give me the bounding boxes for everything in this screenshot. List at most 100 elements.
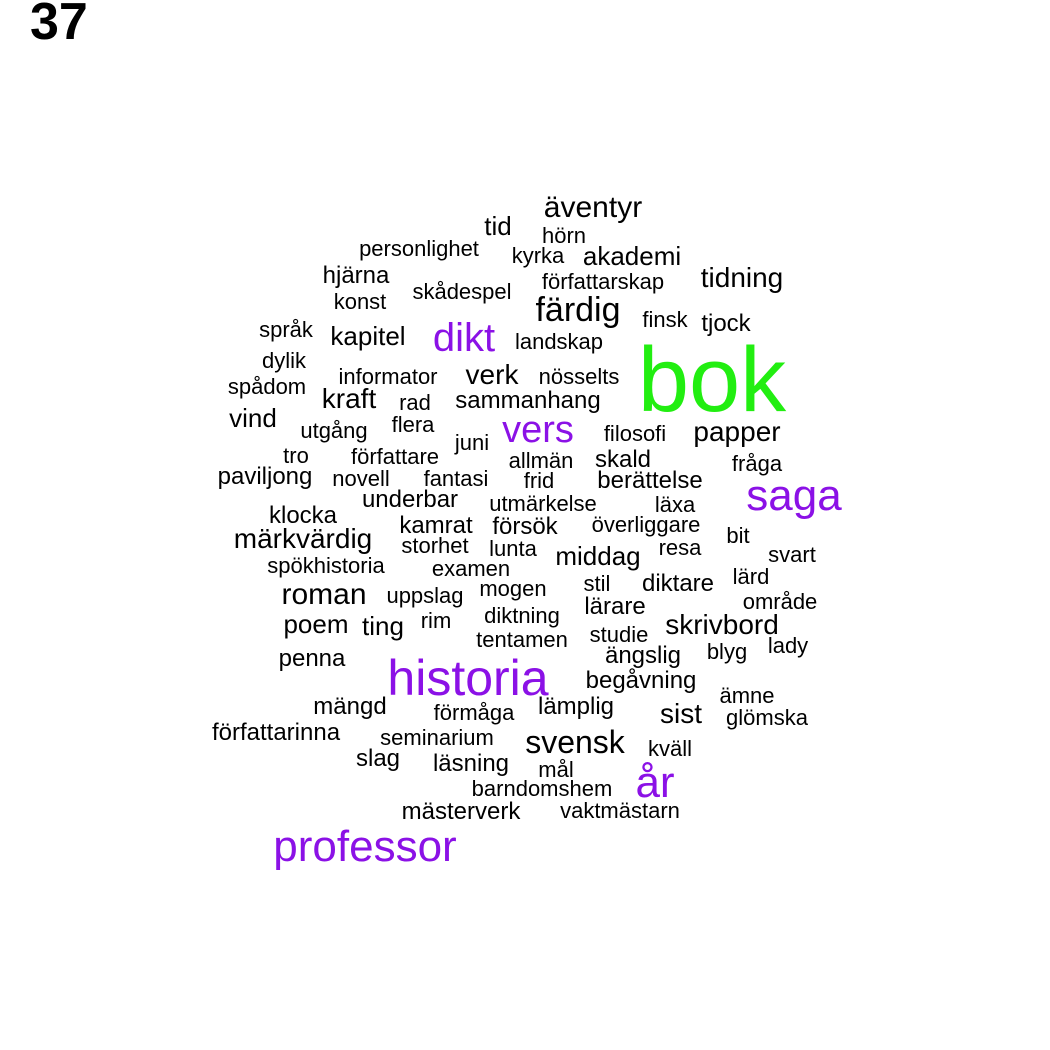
word-term: begåvning bbox=[585, 667, 697, 694]
word-term: penna bbox=[278, 645, 346, 672]
word-term: stil bbox=[583, 571, 611, 596]
word-term: frid bbox=[523, 468, 555, 493]
word-term: allmän bbox=[508, 448, 574, 473]
word-term: skald bbox=[594, 446, 652, 473]
word-term: fråga bbox=[731, 451, 783, 476]
word-term: fantasi bbox=[423, 466, 489, 491]
word-term: klocka bbox=[268, 502, 338, 529]
word-term: underbar bbox=[361, 486, 459, 513]
word-term: filosofi bbox=[603, 421, 667, 446]
word-term: äventyr bbox=[543, 191, 643, 224]
word-term: mogen bbox=[479, 576, 547, 601]
word-term: skådespel bbox=[412, 279, 512, 304]
word-term: landskap bbox=[514, 329, 604, 354]
word-term: finsk bbox=[642, 307, 688, 332]
word-term: diktare bbox=[641, 570, 715, 597]
word-term: middag bbox=[555, 541, 641, 571]
word-term: vind bbox=[229, 403, 277, 433]
word-term: lärd bbox=[732, 564, 770, 589]
word-term: studie bbox=[589, 622, 649, 647]
word-term: konst bbox=[333, 289, 387, 314]
word-term: lady bbox=[767, 633, 809, 658]
word-term: paviljong bbox=[217, 463, 313, 490]
word-term: svensk bbox=[525, 724, 625, 760]
word-term: kväll bbox=[647, 736, 693, 761]
word-term: ängslig bbox=[604, 642, 682, 669]
word-term: tentamen bbox=[476, 627, 568, 652]
word-term: läsning bbox=[432, 750, 510, 777]
word-term: papper bbox=[693, 416, 781, 447]
word-term: område bbox=[742, 589, 818, 614]
word-term: läxa bbox=[654, 492, 696, 517]
word-term: lämplig bbox=[537, 693, 615, 720]
word-term: hörn bbox=[541, 223, 587, 248]
word-secondary: vers bbox=[502, 409, 574, 451]
word-term: tid bbox=[484, 211, 512, 241]
word-term: akademi bbox=[582, 241, 682, 271]
word-term: blyg bbox=[706, 639, 748, 664]
word-term: vaktmästarn bbox=[560, 798, 680, 823]
word-term: kapitel bbox=[330, 321, 406, 351]
word-term: uppslag bbox=[386, 583, 464, 608]
word-term: juni bbox=[454, 430, 490, 455]
word-secondary: professor bbox=[273, 822, 457, 871]
word-term: försök bbox=[492, 513, 558, 540]
word-secondary: år bbox=[635, 758, 675, 807]
word-term: personlighet bbox=[359, 236, 479, 261]
word-term: nösselts bbox=[538, 364, 620, 389]
word-term: överliggare bbox=[591, 512, 701, 537]
word-term: sist bbox=[660, 698, 702, 729]
word-term: verk bbox=[465, 359, 519, 390]
word-term: examen bbox=[431, 556, 511, 581]
word-term: rim bbox=[420, 608, 452, 633]
word-secondary: dikt bbox=[432, 316, 496, 360]
word-term: spådom bbox=[227, 374, 307, 399]
word-term: rad bbox=[399, 390, 431, 415]
word-term: förmåga bbox=[433, 700, 515, 725]
word-term: novell bbox=[332, 466, 390, 491]
word-term: storhet bbox=[401, 533, 469, 558]
word-term: författare bbox=[350, 444, 440, 469]
word-term: hjärna bbox=[322, 262, 390, 289]
word-term: barndomshem bbox=[471, 776, 613, 801]
word-term: dylik bbox=[261, 348, 307, 373]
word-term: mästerverk bbox=[401, 798, 521, 825]
word-term: färdig bbox=[535, 291, 621, 329]
word-term: lunta bbox=[489, 536, 537, 561]
word-secondary: saga bbox=[746, 471, 842, 520]
word-term: författarskap bbox=[541, 269, 665, 294]
word-term: kamrat bbox=[399, 512, 473, 539]
word-term: slag bbox=[355, 745, 401, 772]
word-term: tidning bbox=[700, 262, 784, 293]
word-term: ämne bbox=[719, 683, 775, 708]
word-term: spökhistoria bbox=[267, 553, 385, 578]
word-term: märkvärdig bbox=[233, 523, 373, 554]
word-term: skrivbord bbox=[665, 609, 779, 640]
word-term: kraft bbox=[321, 383, 377, 414]
word-term: informator bbox=[338, 364, 438, 389]
word-term: mål bbox=[538, 757, 574, 782]
word-secondary: historia bbox=[387, 650, 549, 706]
word-term: ting bbox=[362, 611, 404, 641]
word-term: flera bbox=[391, 412, 435, 437]
word-term: lärare bbox=[584, 593, 646, 620]
word-term: resa bbox=[658, 535, 702, 560]
word-term: berättelse bbox=[597, 467, 703, 494]
word-term: kyrka bbox=[511, 243, 565, 268]
word-term: seminarium bbox=[380, 725, 494, 750]
word-term: roman bbox=[281, 578, 367, 611]
word-term: glömska bbox=[726, 705, 808, 730]
word-term: tjock bbox=[701, 310, 751, 337]
word-term: mängd bbox=[313, 693, 387, 720]
word-term: utgång bbox=[300, 418, 368, 443]
word-term: tro bbox=[283, 443, 309, 468]
word-primary: bok bbox=[637, 329, 787, 431]
word-term: svart bbox=[768, 542, 816, 567]
word-term: poem bbox=[283, 609, 349, 639]
word-term: utmärkelse bbox=[489, 491, 597, 516]
page-number: 37 bbox=[30, 0, 88, 51]
word-term: språk bbox=[259, 317, 313, 342]
word-term: sammanhang bbox=[455, 387, 601, 414]
word-term: diktning bbox=[484, 603, 560, 628]
